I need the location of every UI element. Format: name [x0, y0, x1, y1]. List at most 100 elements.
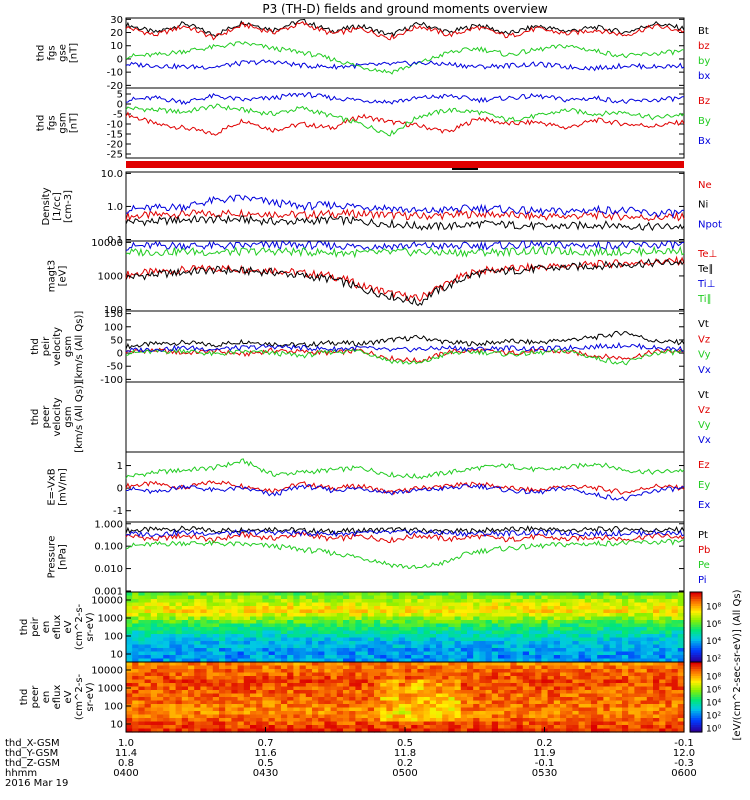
spectrogram-cell	[473, 651, 480, 656]
spectrogram-cell	[206, 690, 214, 695]
spectrogram-cell	[442, 697, 449, 702]
spectrogram-cell	[169, 630, 177, 635]
spectrogram-cell	[361, 623, 369, 628]
spectrogram-cell	[498, 648, 505, 653]
spectrogram-cell	[677, 683, 685, 688]
spectrogram-cell	[355, 634, 363, 639]
spectrogram-cell	[566, 662, 573, 667]
spectrogram-cell	[349, 676, 356, 681]
spectrogram-cell	[535, 613, 542, 618]
spectrogram-cell	[157, 658, 164, 663]
spectrogram-cell	[442, 592, 449, 597]
spectrogram-cell	[380, 651, 387, 656]
legend-entry: bx	[698, 71, 710, 82]
spectrogram-cell	[671, 721, 679, 726]
spectrogram-cell	[374, 679, 381, 684]
spectrogram-cell	[274, 623, 282, 628]
spectrogram-cell	[243, 609, 251, 614]
spectrogram-cell	[653, 669, 660, 674]
spectrogram-cell	[312, 595, 319, 600]
spectrogram-cell	[411, 623, 418, 628]
spectrogram-cell	[144, 658, 152, 663]
spectrogram-cell	[126, 606, 133, 611]
spectrogram-cell	[609, 672, 617, 677]
spectrogram-cell	[274, 679, 282, 684]
ylabel-line: velocity	[52, 327, 63, 366]
spectrogram-cell	[206, 606, 214, 611]
spectrogram-cell	[293, 637, 301, 642]
legend-entry: Ne	[698, 180, 712, 191]
spectrogram-cell	[423, 679, 431, 684]
spectrogram-cell	[268, 672, 276, 677]
spectrogram-cell	[640, 669, 648, 674]
spectrogram-cell	[194, 721, 201, 726]
spectrogram-cell	[603, 599, 611, 604]
spectrogram-cell	[504, 711, 511, 716]
spectrogram-cell	[460, 672, 468, 677]
spectrogram-cell	[603, 655, 611, 660]
spectrogram-cell	[144, 592, 152, 597]
spectrogram-cell	[646, 623, 654, 628]
spectrogram-cell	[634, 630, 642, 635]
spectrogram-cell	[175, 714, 183, 719]
spectrogram-cell	[460, 676, 468, 681]
spectrogram-cell	[219, 634, 226, 639]
spectrogram-cell	[367, 704, 375, 709]
spectrogram-cell	[374, 620, 381, 625]
spectrogram-cell	[491, 711, 499, 716]
spectrogram-cell	[144, 721, 152, 726]
spectrogram-cell	[287, 686, 294, 691]
spectrogram-cell	[237, 644, 245, 649]
spectrogram-cell	[132, 592, 139, 597]
spectrogram-cell	[349, 697, 356, 702]
ytick-label: 10000	[91, 666, 123, 677]
spectrogram-cell	[479, 721, 487, 726]
spectrogram-cell	[646, 662, 654, 667]
spectrogram-cell	[634, 672, 642, 677]
spectrogram-cell	[206, 669, 214, 674]
spectrogram-cell	[361, 728, 369, 733]
spectrogram-cell	[504, 700, 511, 705]
spectrogram-cell	[318, 644, 325, 649]
spectrogram-cell	[541, 651, 549, 656]
spectrogram-cell	[398, 704, 406, 709]
spectrogram-cell	[206, 609, 214, 614]
spectrogram-cell	[640, 655, 648, 660]
spectrogram-cell	[516, 658, 524, 663]
spectrogram-cell	[429, 627, 437, 632]
spectrogram-cell	[553, 613, 561, 618]
spectrogram-cell	[262, 620, 270, 625]
spectrogram-cell	[367, 693, 375, 698]
spectrogram-cell	[225, 592, 232, 597]
spectrogram-cell	[634, 658, 642, 663]
spectrogram-cell	[609, 679, 617, 684]
spectrogram-cell	[181, 637, 189, 642]
spectrogram-cell	[225, 634, 232, 639]
spectrogram-cell	[578, 683, 586, 688]
series-line	[125, 483, 684, 502]
spectrogram-cell	[324, 623, 332, 628]
spectrogram-cell	[566, 630, 573, 635]
spectrogram-cell	[132, 718, 139, 723]
spectrogram-cell	[504, 707, 511, 712]
spectrogram-cell	[646, 665, 654, 670]
spectrogram-cell	[467, 672, 474, 677]
spectrogram-cell	[423, 700, 431, 705]
spectrogram-cell	[225, 690, 232, 695]
spectrogram-cell	[212, 700, 220, 705]
spectrogram-cell	[386, 679, 394, 684]
spectrogram-cell	[169, 606, 177, 611]
legend-entry: By	[698, 116, 711, 127]
spectrogram-cell	[330, 595, 338, 600]
spectrogram-cell	[609, 641, 617, 646]
spectrogram-cell	[622, 690, 629, 695]
spectrogram-cell	[498, 613, 505, 618]
spectrogram-cell	[194, 672, 201, 677]
spectrogram-cell	[355, 679, 363, 684]
spectrogram-cell	[150, 651, 158, 656]
spectrogram-cell	[256, 714, 263, 719]
spectrogram-cell	[460, 620, 468, 625]
spectrogram-cell	[262, 700, 270, 705]
ytick-label: 10000	[91, 596, 123, 607]
spectrogram-cell	[479, 704, 487, 709]
